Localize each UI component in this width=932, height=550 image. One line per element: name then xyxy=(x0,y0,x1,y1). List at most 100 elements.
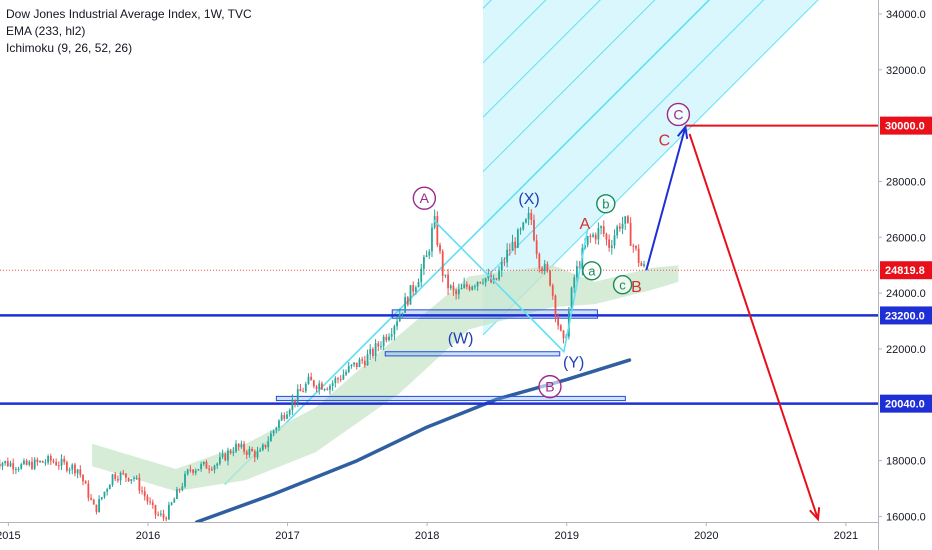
cloud-area xyxy=(92,265,679,492)
x-tick-label: 2018 xyxy=(415,530,439,542)
y-tick-label: 28000.0 xyxy=(886,176,926,188)
x-tick-label: 2019 xyxy=(554,530,578,542)
y-tick-label: 32000.0 xyxy=(886,65,926,77)
candle xyxy=(519,227,522,235)
candle xyxy=(637,244,640,267)
ema-233-line xyxy=(195,358,632,522)
candle xyxy=(355,362,358,370)
candle xyxy=(559,324,562,332)
candle xyxy=(256,446,259,460)
svg-text:a: a xyxy=(588,263,596,278)
candle xyxy=(433,209,436,230)
y-tick-label: 22000.0 xyxy=(886,344,926,356)
candle xyxy=(495,277,498,281)
candle xyxy=(36,457,39,466)
candle xyxy=(82,474,84,486)
candle xyxy=(184,471,186,489)
legend-ema[interactable]: EMA (233, hl2) xyxy=(6,24,86,38)
candle xyxy=(224,452,227,462)
candle xyxy=(55,458,58,466)
price-axis[interactable]: 16000.0 18000.0 22000.0 24000.0 26000.0 28000… xyxy=(878,0,932,550)
candle xyxy=(221,449,224,460)
candle xyxy=(41,460,44,463)
candle xyxy=(406,295,409,307)
candle xyxy=(482,278,484,286)
candle xyxy=(543,259,546,275)
candle xyxy=(302,387,305,393)
candle xyxy=(318,380,321,395)
candle xyxy=(353,362,356,368)
candle xyxy=(546,261,549,273)
candle xyxy=(165,516,168,522)
x-tick-label: 2020 xyxy=(694,530,718,542)
candle xyxy=(100,496,103,501)
candle xyxy=(401,312,404,319)
candle xyxy=(173,497,176,503)
candle xyxy=(608,234,611,252)
candle xyxy=(76,468,79,479)
candle xyxy=(342,369,345,380)
support-boxes[interactable] xyxy=(275,309,626,402)
candle xyxy=(143,486,146,501)
candle xyxy=(194,468,197,476)
candle xyxy=(409,285,412,305)
support-box xyxy=(384,351,561,357)
candle xyxy=(192,468,194,476)
candle xyxy=(31,457,33,471)
candle xyxy=(138,473,141,494)
candle xyxy=(312,379,315,389)
candle xyxy=(159,510,162,517)
wave-label: (X) xyxy=(518,191,539,208)
svg-text:(W): (W) xyxy=(448,331,474,348)
candle xyxy=(49,453,52,466)
wave-label: (W) xyxy=(448,331,474,348)
candle xyxy=(0,459,1,470)
candle xyxy=(390,328,393,341)
candle xyxy=(455,288,458,300)
candle xyxy=(498,266,500,281)
svg-text:c: c xyxy=(619,277,626,292)
candle xyxy=(554,294,557,323)
candle xyxy=(597,222,600,245)
candle xyxy=(460,283,463,290)
candle xyxy=(525,218,527,224)
candle xyxy=(278,419,280,432)
candle xyxy=(208,465,211,474)
candle xyxy=(264,444,267,450)
horizontal-levels[interactable] xyxy=(0,124,878,405)
candle xyxy=(500,257,503,277)
candle xyxy=(562,330,565,344)
candle xyxy=(541,266,543,275)
candle xyxy=(372,347,374,359)
y-tick-label: 24000.0 xyxy=(886,288,926,300)
candle xyxy=(288,408,291,417)
legend-ichimoku[interactable]: Ichimoku (9, 26, 52, 26) xyxy=(6,41,133,55)
price-label: 20040.0 xyxy=(880,394,932,413)
candle xyxy=(68,467,71,475)
candle xyxy=(291,394,294,415)
candle xyxy=(640,261,643,267)
candle xyxy=(441,249,444,283)
candle xyxy=(261,443,264,452)
candle xyxy=(535,234,538,259)
channel-line xyxy=(224,0,711,485)
x-tick-label: 2021 xyxy=(834,530,858,542)
candle xyxy=(90,494,92,501)
candle xyxy=(57,461,60,470)
channel-line xyxy=(482,0,656,173)
candle xyxy=(202,461,205,467)
candle xyxy=(275,426,278,434)
candle xyxy=(613,229,616,249)
legend-title[interactable]: Dow Jones Industrial Average Index, 1W, … xyxy=(6,7,252,21)
candle xyxy=(235,440,237,454)
candle xyxy=(219,452,221,466)
svg-text:20040.0: 20040.0 xyxy=(885,399,925,411)
candle xyxy=(334,376,337,388)
time-axis[interactable]: 2015 2016 2017 2018 2019 2020 2021 xyxy=(0,522,878,550)
candle xyxy=(65,460,68,473)
candle xyxy=(4,460,7,466)
y-tick-label: 26000.0 xyxy=(886,232,926,244)
wave-drawings[interactable] xyxy=(433,124,821,522)
candle xyxy=(398,308,401,322)
